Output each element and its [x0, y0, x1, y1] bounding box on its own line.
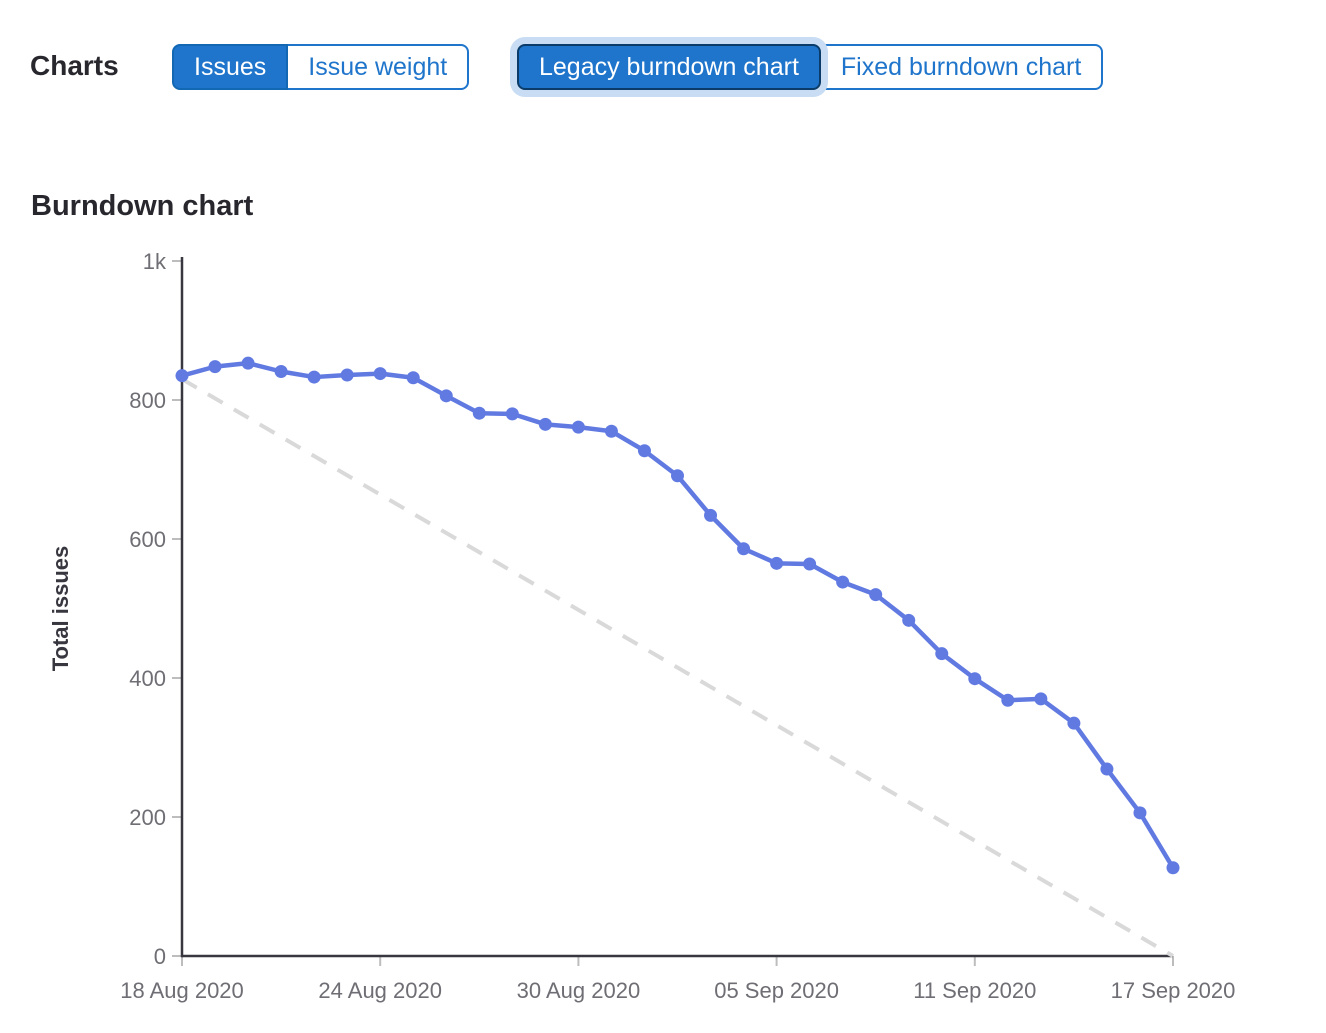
data-point-marker[interactable]: [208, 360, 222, 374]
data-point-marker[interactable]: [604, 424, 618, 438]
data-point-marker[interactable]: [671, 469, 684, 483]
y-axis-tick-label: 1k: [143, 249, 167, 274]
data-point-marker[interactable]: [968, 672, 982, 686]
data-point-marker[interactable]: [406, 371, 420, 385]
issues-toggle-button[interactable]: Issues: [172, 44, 289, 90]
data-point-marker[interactable]: [538, 417, 552, 431]
data-point-marker[interactable]: [241, 356, 255, 370]
data-point-marker[interactable]: [505, 407, 519, 421]
burndown-chart: 0 200 400 600 800 1k 18 Aug 2020 24 Aug 2020 30 …: [0, 238, 1326, 1028]
y-axis-tick-label: 800: [129, 388, 166, 413]
fixed-burndown-chart-button[interactable]: Fixed burndown chart: [818, 44, 1104, 90]
charts-section-label: Charts: [30, 50, 119, 81]
y-axis-tick-label: 0: [154, 944, 166, 969]
x-axis-tick-label: 30 Aug 2020: [517, 978, 641, 1003]
guideline-dashed-line: [180, 377, 1175, 958]
page-title: Burndown chart: [31, 190, 254, 223]
data-point-marker[interactable]: [869, 588, 883, 602]
data-point-marker[interactable]: [1133, 806, 1147, 820]
x-axis-tick-label: 24 Aug 2020: [318, 978, 442, 1003]
data-point-marker[interactable]: [472, 406, 486, 420]
data-point-marker[interactable]: [175, 369, 189, 383]
burndown-chart-canvas[interactable]: 0 200 400 600 800 1k 18 Aug 2020 24 Aug 2020 30 …: [0, 238, 1326, 1028]
chart-version-toggle-group: Legacy burndown chart Fixed burndown cha…: [517, 44, 1104, 90]
legacy-burndown-chart-button[interactable]: Legacy burndown chart: [517, 44, 821, 90]
data-point-marker[interactable]: [439, 389, 453, 403]
metric-toggle-group: Issues Issue weight: [172, 44, 470, 90]
x-axis-tick-label: 05 Sep 2020: [714, 978, 839, 1003]
y-axis-tick-label: 400: [129, 666, 166, 691]
data-point-marker[interactable]: [704, 508, 718, 522]
open-issues-series-line: [179, 360, 1176, 870]
y-axis-tick-label: 200: [129, 805, 166, 830]
y-axis-tick-label: 600: [129, 527, 166, 552]
data-point-marker[interactable]: [737, 542, 751, 556]
data-point-marker[interactable]: [637, 444, 651, 458]
x-axis-tick-label: 17 Sep 2020: [1111, 978, 1236, 1003]
x-axis-tick-label: 18 Aug 2020: [120, 978, 244, 1003]
data-point-marker[interactable]: [1034, 692, 1048, 706]
data-point-marker[interactable]: [373, 367, 387, 381]
data-point-marker[interactable]: [1166, 861, 1180, 875]
data-point-marker[interactable]: [1067, 716, 1081, 730]
data-point-marker[interactable]: [836, 575, 850, 589]
data-point-marker[interactable]: [571, 420, 585, 434]
x-axis-tick-label: 11 Sep 2020: [913, 978, 1036, 1003]
data-point-marker[interactable]: [935, 647, 949, 661]
data-point-marker[interactable]: [274, 365, 288, 379]
data-point-marker[interactable]: [770, 556, 784, 570]
data-point-marker[interactable]: [1001, 693, 1015, 707]
data-point-marker[interactable]: [307, 370, 321, 384]
data-point-marker[interactable]: [1100, 762, 1114, 776]
data-point-marker[interactable]: [340, 368, 354, 382]
data-point-marker[interactable]: [803, 557, 817, 571]
issue-weight-toggle-button[interactable]: Issue weight: [286, 44, 470, 90]
data-point-marker[interactable]: [902, 613, 916, 627]
y-axis-title: Total issues: [48, 546, 73, 672]
